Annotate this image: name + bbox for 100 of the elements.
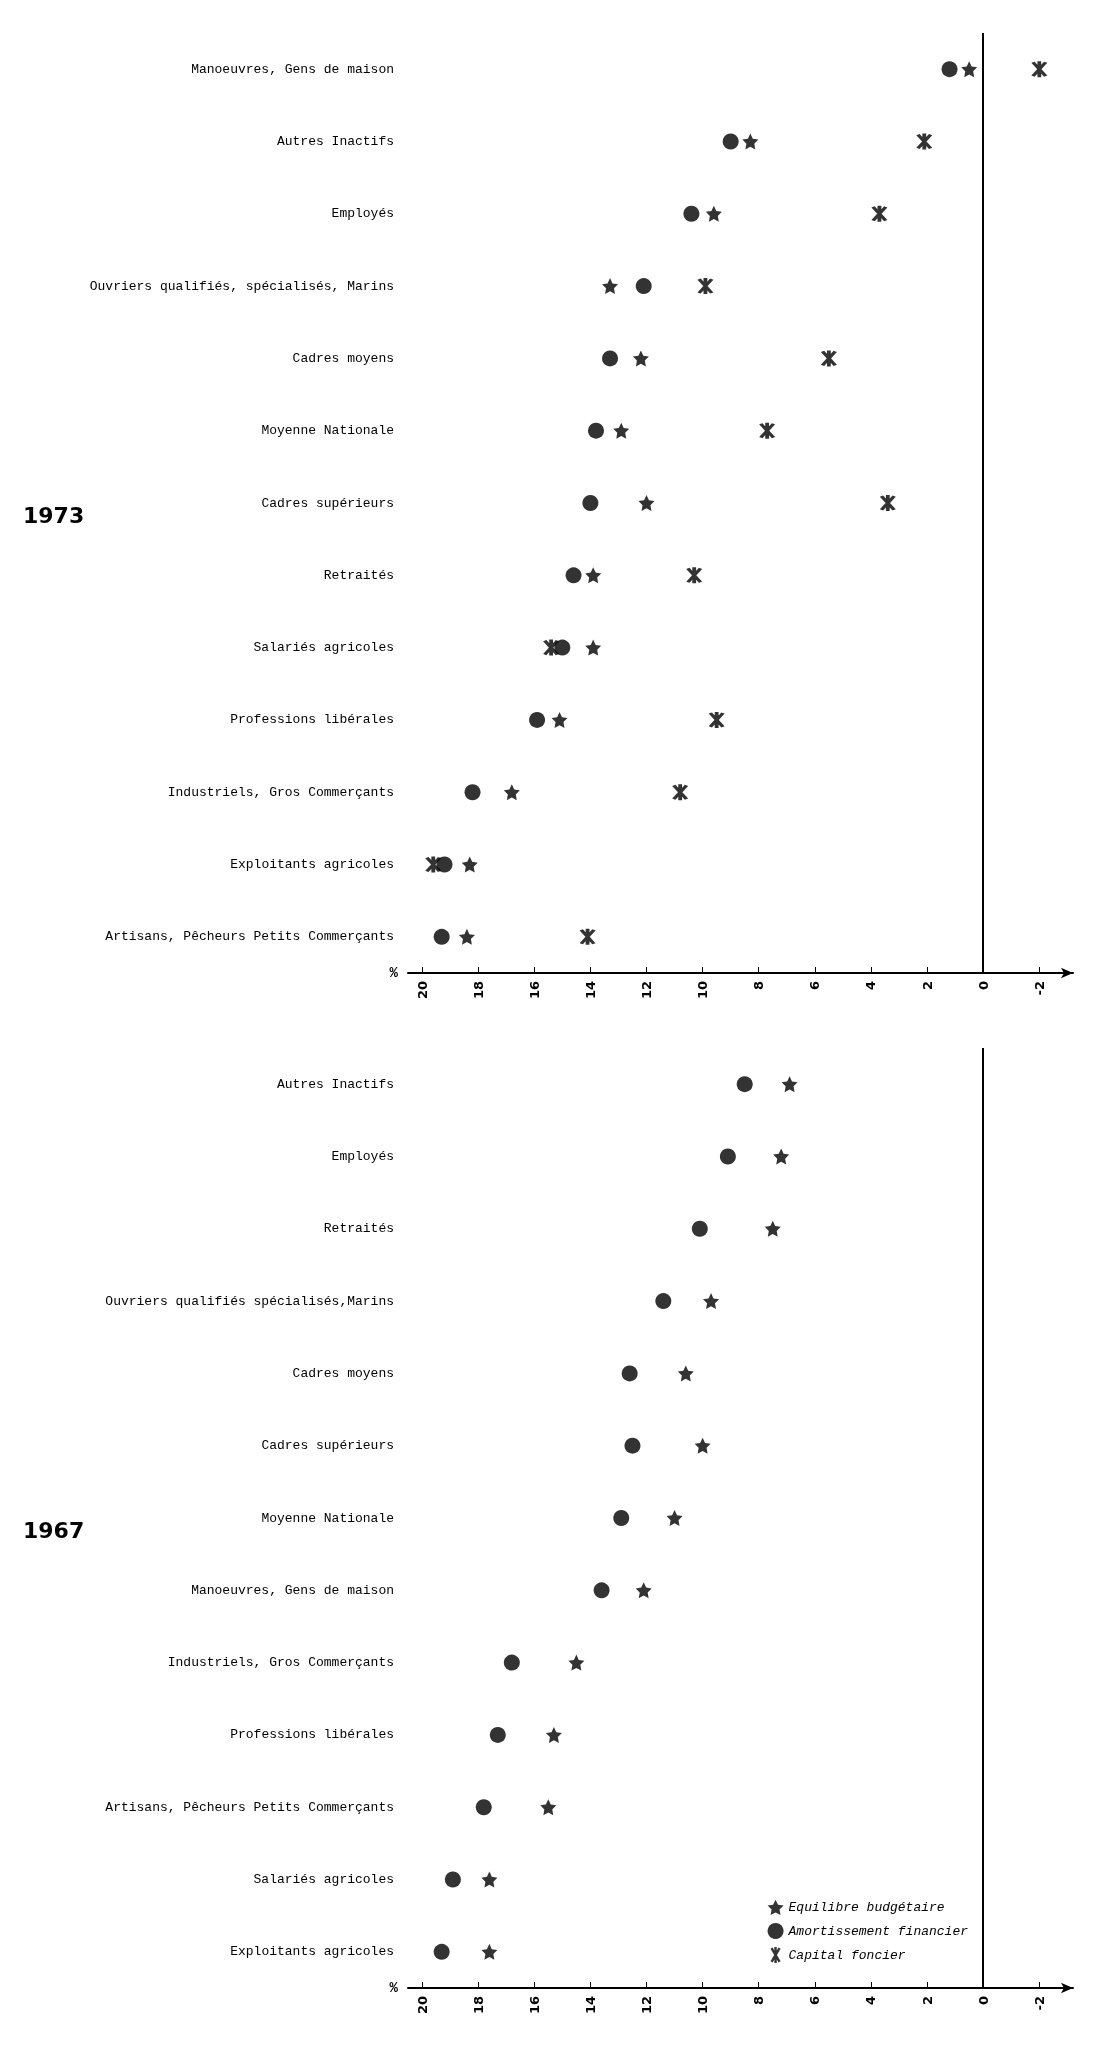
x-tick-label: 0 [975, 981, 991, 991]
point [461, 856, 478, 873]
y-tick-label: Artisans, Pêcheurs Petits Commerçants [105, 1799, 394, 1815]
point [436, 856, 453, 873]
y-tick-label: Salariés agricoles [253, 640, 394, 656]
x-tick-label: 6 [807, 1996, 823, 2006]
point [565, 567, 582, 584]
legend-label: Capital foncier [788, 1947, 906, 1963]
point [593, 1582, 610, 1599]
y-tick-label: Artisans, Pêcheurs Petits Commerçants [105, 929, 394, 945]
y-tick-label: Cadres supérieurs [261, 495, 394, 511]
x-tick-label: 8 [751, 1996, 767, 2006]
x-tick-label: 10 [695, 981, 711, 1000]
point [638, 495, 655, 511]
point [621, 1365, 638, 1382]
y-tick-label: Industriels, Gros Commerçants [167, 1655, 394, 1671]
x-tick-label: 18 [470, 981, 486, 1000]
y-tick-label: Moyenne Nationale [261, 1510, 394, 1526]
point [613, 1510, 630, 1526]
x-axis-title: % [389, 1980, 399, 1996]
x-tick-label: 0 [975, 1996, 991, 2006]
x-tick-label: 2 [919, 1996, 935, 2006]
point [694, 1437, 711, 1454]
point [529, 711, 546, 728]
x-tick-label: 14 [582, 1996, 598, 2015]
point [722, 133, 739, 150]
point [683, 205, 700, 222]
x-tick-label: -2 [1031, 981, 1047, 996]
y-tick-label: Professions libérales [230, 712, 394, 728]
point [540, 1799, 557, 1816]
text: 1973 [23, 503, 85, 528]
y-tick-label: Autres Inactifs [276, 133, 394, 149]
legend-label: Amortissement financier [787, 1923, 969, 1939]
point [568, 1654, 585, 1671]
point [632, 350, 649, 367]
point [475, 1799, 492, 1816]
point [655, 1293, 672, 1310]
y-tick-label: Salariés agricoles [253, 1872, 394, 1888]
y-tick-label: Ouvriers qualifiés spécialisés,Marins [105, 1293, 394, 1309]
y-tick-label: Retraités [323, 567, 394, 583]
point [602, 350, 619, 367]
point [481, 1943, 498, 1960]
text: 1967 [23, 1518, 85, 1543]
point [635, 1582, 652, 1599]
y-tick-label: Manoeuvres, Gens de maison [191, 1582, 394, 1598]
point [781, 1076, 798, 1093]
point [503, 784, 520, 801]
point [585, 639, 602, 656]
point [464, 784, 481, 801]
y-tick-label: Exploitants agricoles [230, 857, 394, 873]
x-tick-label: 2 [919, 981, 935, 991]
x-tick-label: 16 [526, 1996, 542, 2015]
point [941, 61, 958, 78]
y-tick-label: Employés [331, 206, 394, 222]
x-tick-label: 20 [414, 1996, 430, 2015]
point [588, 422, 604, 439]
point [489, 1726, 506, 1743]
point [961, 61, 978, 78]
y-tick-label: Moyenne Nationale [261, 423, 394, 439]
y-tick-label: Ouvriers qualifiés, spécialisés, Marins [89, 278, 394, 294]
point [481, 1871, 498, 1888]
point [705, 205, 722, 222]
point [764, 1220, 781, 1237]
point [554, 639, 571, 656]
x-tick-label: 4 [863, 981, 879, 991]
point [624, 1437, 641, 1454]
point [444, 1871, 461, 1888]
point [582, 495, 599, 511]
y-tick-label: Autres Inactifs [276, 1076, 394, 1092]
x-tick-label: 14 [582, 981, 598, 1000]
y-tick-label: Cadres supérieurs [261, 1438, 394, 1454]
y-tick-label: Exploitants agricoles [230, 1944, 394, 1960]
y-tick-label: Industriels, Gros Commerçants [167, 784, 394, 800]
x-tick-label: 18 [470, 1996, 486, 2015]
x-tick-label: 12 [639, 981, 654, 1000]
point [677, 1365, 694, 1382]
y-tick-label: Cadres moyens [292, 350, 394, 366]
point [503, 1654, 520, 1671]
y-tick-label: Retraités [323, 1221, 394, 1237]
point [458, 928, 475, 945]
point [773, 1148, 790, 1165]
legend-label: Equilibre budgétaire [788, 1899, 945, 1915]
point [719, 1148, 736, 1165]
y-tick-label: Employés [331, 1148, 394, 1164]
y-tick-label: Professions libérales [230, 1727, 394, 1743]
point [703, 1293, 720, 1310]
point [602, 278, 619, 295]
point [433, 928, 450, 945]
y-tick-label: Cadres moyens [292, 1365, 394, 1381]
x-tick-label: 20 [414, 981, 430, 1000]
point [433, 1943, 450, 1960]
x-tick-label: 16 [526, 981, 542, 1000]
point [742, 133, 759, 150]
x-axis-title: % [389, 965, 399, 981]
point [736, 1076, 753, 1093]
point [691, 1220, 708, 1237]
point [613, 422, 630, 439]
x-tick-label: 8 [751, 981, 767, 991]
point [551, 711, 568, 728]
point [585, 567, 602, 584]
